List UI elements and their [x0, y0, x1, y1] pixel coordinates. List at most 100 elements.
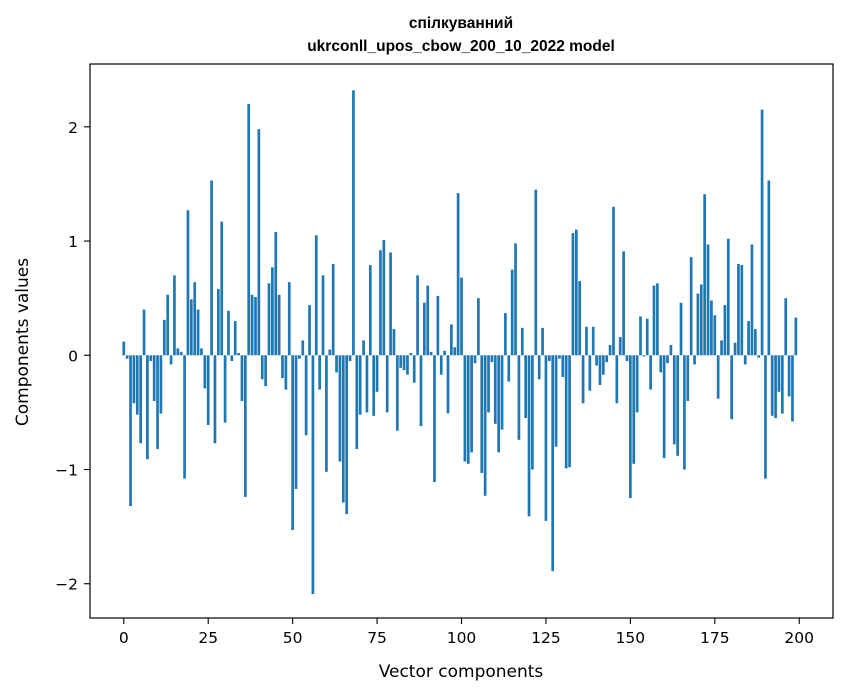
y-tick-label: 0: [68, 347, 78, 365]
bar: [757, 355, 761, 358]
bar: [466, 355, 470, 464]
bar: [625, 355, 629, 361]
bar: [446, 355, 450, 414]
x-tick-label: 150: [616, 629, 646, 647]
bar: [206, 355, 210, 425]
bar: [260, 355, 264, 380]
y-axis-ticks: −2 −1 0 1 2: [55, 119, 90, 594]
bar: [730, 355, 734, 420]
bar: [710, 300, 713, 356]
bar: [747, 321, 750, 356]
x-axis-ticks: 0 25 50 75 100 125 150 175 200: [119, 618, 814, 647]
bar: [585, 326, 588, 356]
bar: [608, 345, 612, 356]
bar: [321, 275, 325, 356]
bar: [135, 355, 139, 415]
bar: [487, 355, 490, 413]
bar: [271, 267, 274, 356]
bar: [436, 295, 440, 356]
bar: [574, 229, 578, 356]
bar: [791, 355, 794, 422]
bar: [341, 355, 345, 503]
bar: [510, 269, 514, 356]
bar: [409, 352, 413, 356]
bar: [605, 355, 609, 363]
bar: [561, 355, 565, 377]
bar: [247, 103, 251, 356]
bar: [372, 355, 376, 416]
bar: [375, 355, 379, 392]
bar: [274, 231, 278, 356]
bar: [618, 337, 622, 356]
bar: [737, 263, 740, 356]
y-axis-label: Components values: [13, 258, 33, 426]
bar: [632, 355, 636, 464]
bar: [176, 348, 180, 356]
bar: [568, 355, 571, 468]
y-tick-label: −2: [55, 576, 78, 594]
bar: [220, 221, 224, 356]
bar: [416, 275, 419, 356]
bar: [551, 355, 555, 572]
bar: [622, 251, 625, 356]
bar: [743, 355, 747, 365]
bar: [392, 329, 396, 356]
bar: [287, 282, 291, 356]
bar: [558, 355, 561, 359]
bar: [598, 355, 602, 385]
bar: [325, 355, 328, 472]
bar: [777, 355, 781, 392]
bar: [652, 285, 656, 356]
bar: [733, 342, 737, 356]
bar: [686, 355, 690, 401]
bar: [277, 294, 281, 356]
bar: [564, 355, 568, 469]
bar: [159, 355, 163, 414]
bar: [780, 355, 784, 414]
bar: [162, 319, 166, 356]
plot-area-frame: [89, 63, 834, 619]
bar: [254, 297, 257, 356]
bar: [389, 252, 392, 356]
y-tick-label: 1: [68, 233, 78, 251]
bar: [581, 355, 585, 404]
bar: [595, 355, 598, 366]
bar: [541, 327, 544, 356]
bar: [230, 355, 234, 361]
bar: [524, 355, 528, 419]
bar: [213, 355, 217, 444]
bar: [348, 355, 352, 361]
bar: [527, 355, 531, 517]
bar: [146, 355, 149, 460]
bar: [493, 355, 497, 424]
bar: [382, 239, 386, 356]
bar: [615, 355, 619, 404]
bar: [571, 233, 575, 356]
bar: [639, 316, 642, 356]
x-tick-label: 200: [784, 629, 814, 647]
bar: [402, 355, 406, 371]
bar: [453, 347, 457, 356]
bar: [429, 351, 433, 356]
bar: [514, 243, 517, 356]
bar: [257, 129, 261, 356]
x-tick-label: 75: [367, 629, 387, 647]
bar: [578, 281, 582, 356]
bar: [649, 355, 652, 390]
bar: [368, 265, 372, 356]
bar: [463, 355, 467, 462]
bar: [517, 355, 521, 440]
bar: [750, 244, 754, 356]
bar: [726, 238, 730, 356]
bar: [264, 355, 267, 387]
bar: [426, 285, 430, 356]
bar: [166, 294, 170, 356]
bar: [338, 355, 342, 462]
bar: [355, 355, 359, 449]
bar: [129, 355, 132, 507]
bar: [669, 345, 673, 356]
bar: [662, 355, 666, 459]
bar: [335, 355, 338, 373]
bar: [683, 355, 686, 470]
